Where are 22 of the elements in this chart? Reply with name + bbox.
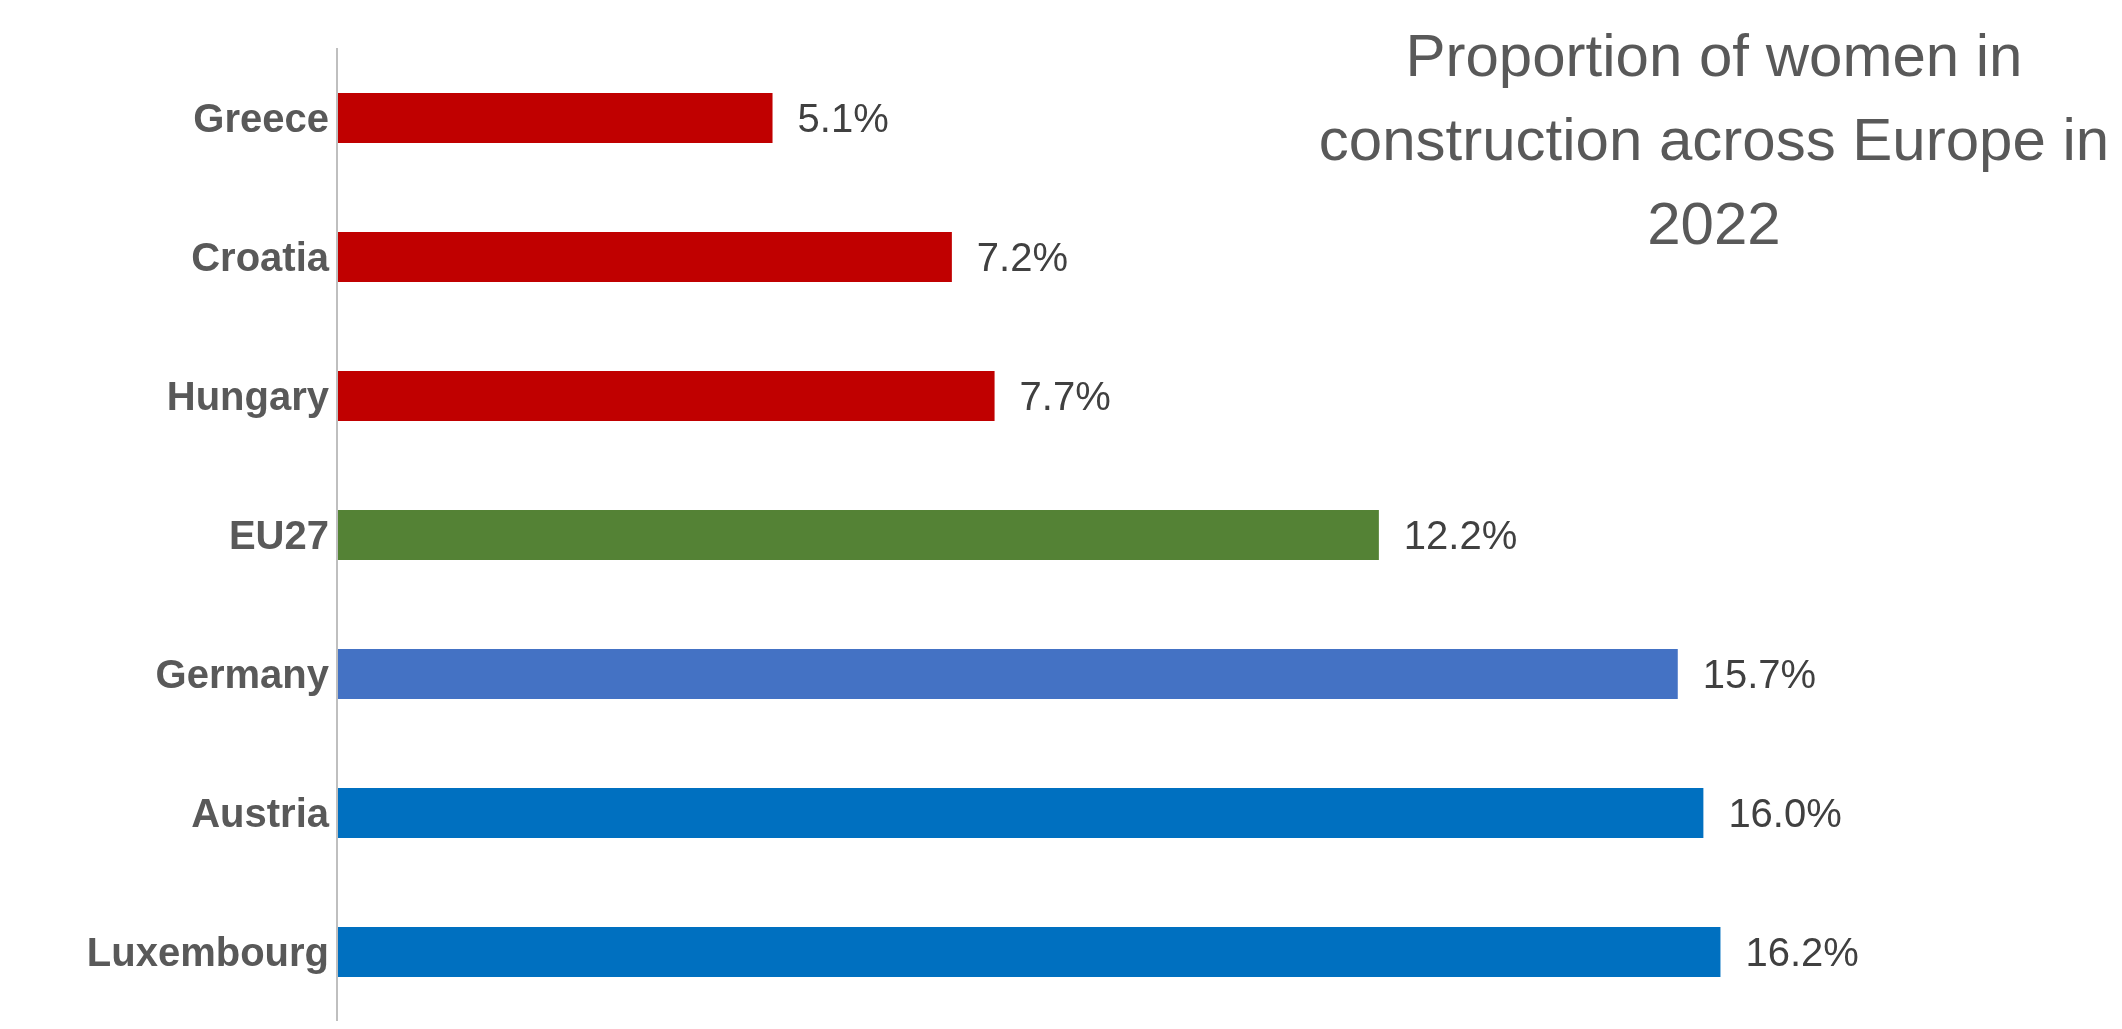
y-tick-label: EU27 [228,512,329,557]
bar [337,232,952,282]
y-tick-label: Austria [191,790,330,835]
y-tick-label: Germany [155,651,330,696]
data-label: 15.7% [1702,652,1817,696]
bar [337,788,1704,838]
y-tick-label: Croatia [191,234,330,279]
y-tick-label: Luxembourg [86,929,329,974]
data-label: 16.2% [1745,930,1859,974]
bar [337,371,995,421]
y-tick-label: Greece [193,95,329,140]
data-label: 12.2% [1403,513,1518,557]
data-label: 7.2% [976,235,1069,279]
y-tick-label: Hungary [166,373,330,418]
data-label: 16.0% [1728,791,1842,835]
bar [337,510,1379,560]
data-label: 5.1% [797,96,889,140]
bar [337,649,1678,699]
bar [337,93,773,143]
bar [337,927,1721,977]
data-label: 7.7% [1019,374,1111,418]
text: Proportion of women in construction across Europe in 2022 [1317,21,2111,259]
